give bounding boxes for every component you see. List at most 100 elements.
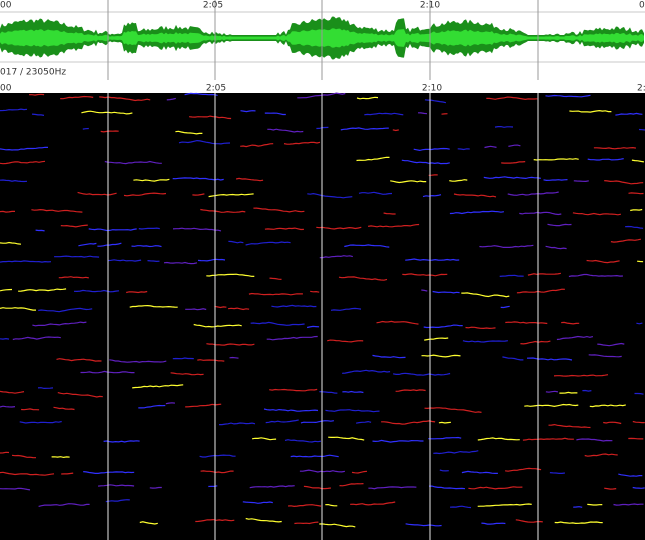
harmonic-trace — [303, 485, 331, 490]
harmonic-trace — [123, 192, 167, 197]
harmonic-trace — [199, 454, 236, 458]
harmonic-trace — [208, 485, 218, 488]
harmonic-trace — [477, 437, 520, 441]
harmonic-trace — [193, 323, 242, 328]
harmonic-trace — [632, 420, 645, 424]
harmonic-trace — [582, 389, 592, 392]
harmonic-trace — [462, 340, 508, 343]
harmonic-trace — [248, 292, 303, 296]
harmonic-trace — [422, 194, 442, 198]
harmonic-trace — [319, 255, 353, 259]
harmonic-trace — [597, 342, 625, 347]
harmonic-trace — [634, 392, 644, 395]
harmonic-trace — [81, 110, 133, 115]
harmonic-trace — [355, 420, 372, 424]
harmonic-trace — [184, 92, 218, 96]
harmonic-trace — [0, 390, 25, 394]
harmonic-trace — [325, 409, 380, 413]
harmonic-trace — [61, 472, 74, 475]
harmonic-trace — [126, 290, 148, 294]
time-label: 2:05 — [203, 1, 223, 11]
harmonic-trace — [556, 335, 594, 341]
harmonic-trace — [316, 226, 362, 230]
harmonic-trace — [29, 93, 45, 96]
harmonic-trace — [38, 307, 93, 313]
harmonic-trace — [307, 192, 353, 199]
harmonic-trace — [516, 288, 565, 294]
harmonic-trace — [328, 436, 365, 441]
harmonic-trace — [31, 113, 45, 116]
harmonic-trace — [545, 390, 559, 393]
harmonic-trace — [356, 96, 379, 100]
harmonic-trace — [630, 208, 643, 212]
harmonic-trace — [441, 113, 448, 115]
harmonic-trace — [461, 470, 498, 474]
harmonic-trace — [166, 97, 176, 101]
harmonic-trace — [0, 471, 55, 476]
harmonic-trace — [245, 517, 282, 523]
time-label: 00 — [0, 1, 12, 11]
spectrogram-traces — [0, 92, 645, 528]
harmonic-trace — [284, 439, 322, 443]
harmonic-trace — [573, 180, 589, 183]
harmonic-trace — [439, 469, 449, 472]
harmonic-trace — [356, 156, 390, 162]
harmonic-trace — [104, 160, 162, 165]
harmonic-trace — [31, 208, 83, 213]
harmonic-trace — [108, 259, 142, 262]
harmonic-trace — [58, 276, 89, 279]
harmonic-trace — [625, 225, 644, 229]
harmonic-trace — [60, 95, 94, 100]
harmonic-trace — [185, 308, 207, 311]
harmonic-trace — [433, 450, 479, 455]
spectrogram-ruler — [0, 80, 645, 93]
spectrogram-time-lines — [107, 93, 539, 540]
harmonic-trace — [235, 177, 264, 182]
harmonic-trace — [11, 454, 37, 459]
harmonic-trace — [219, 422, 256, 426]
harmonic-trace — [54, 255, 100, 258]
harmonic-trace — [0, 451, 10, 454]
harmonic-trace — [519, 211, 562, 216]
harmonic-trace — [228, 240, 244, 244]
harmonic-trace — [18, 288, 67, 292]
harmonic-trace — [350, 501, 396, 506]
harmonic-trace — [395, 389, 426, 392]
harmonic-trace — [306, 325, 320, 329]
harmonic-trace — [449, 179, 468, 182]
harmonic-trace — [547, 223, 572, 227]
harmonic-trace — [0, 307, 36, 311]
harmonic-trace — [240, 143, 274, 148]
harmonic-trace — [527, 272, 562, 276]
harmonic-trace — [603, 421, 622, 425]
harmonic-trace — [132, 384, 184, 389]
harmonic-trace — [632, 486, 645, 489]
harmonic-trace — [228, 307, 250, 311]
harmonic-trace — [576, 438, 613, 442]
time-label: 0 — [639, 1, 645, 11]
harmonic-trace — [178, 139, 231, 145]
harmonic-trace — [290, 454, 339, 458]
harmonic-trace — [264, 227, 304, 231]
harmonic-trace — [610, 238, 642, 243]
harmonic-trace — [12, 336, 61, 341]
harmonic-trace — [417, 112, 428, 115]
harmonic-trace — [604, 180, 644, 185]
harmonic-trace — [405, 523, 442, 527]
harmonic-trace — [401, 159, 450, 165]
harmonic-trace — [0, 260, 52, 263]
harmonic-trace — [266, 335, 318, 341]
harmonic-trace — [51, 456, 70, 459]
harmonic-trace — [83, 471, 135, 474]
time-label: 2:05 — [206, 84, 226, 94]
harmonic-trace — [499, 274, 524, 277]
harmonic-trace — [189, 115, 232, 120]
harmonic-trace — [424, 337, 449, 341]
harmonic-trace — [568, 273, 623, 278]
harmonic-trace — [465, 326, 496, 330]
harmonic-trace — [339, 483, 364, 487]
harmonic-trace — [461, 292, 510, 298]
harmonic-trace — [0, 146, 49, 151]
harmonic-trace — [543, 179, 568, 182]
